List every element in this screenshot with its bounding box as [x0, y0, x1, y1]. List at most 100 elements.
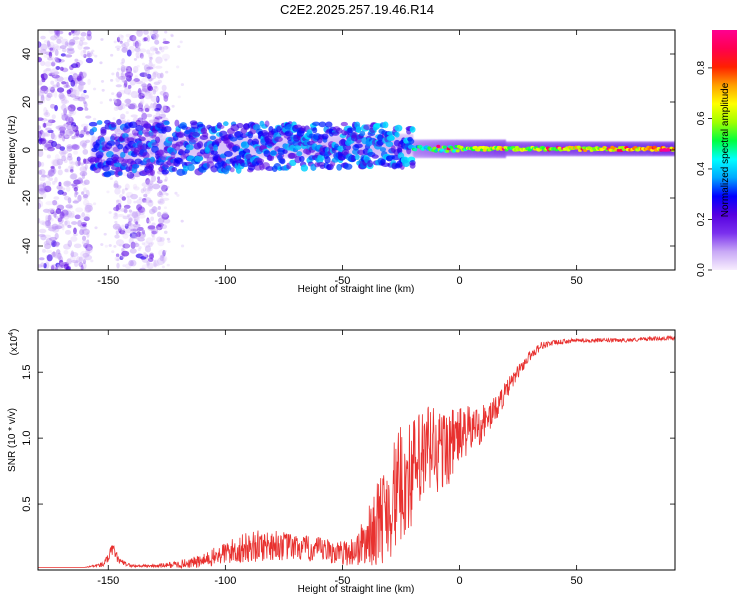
scatter-echo-blob: [126, 171, 135, 179]
scatter-echo-blob: [163, 178, 167, 182]
scatter-echo-blob: [156, 236, 163, 243]
scatter-echo-blob: [63, 114, 72, 118]
scatter-echo-blob: [81, 212, 86, 218]
trace-point: [110, 122, 117, 128]
scatter-echo-blob: [68, 165, 75, 169]
scatter-echo-blob: [136, 231, 142, 238]
scatter-echo-blob: [113, 99, 117, 102]
trace-point: [106, 140, 116, 146]
scatter-echo-blob: [50, 91, 54, 98]
trace-point: [296, 151, 303, 157]
trace-point: [236, 122, 244, 129]
chart-title: C2E2.2025.257.19.46.R14: [280, 2, 434, 17]
scatter-echo-blob: [124, 263, 132, 269]
scatter-echo-blob: [171, 104, 175, 108]
scatter-echo-blob: [130, 228, 139, 232]
scatter-echo-blob: [50, 140, 58, 148]
scatter-echo-blob: [82, 223, 87, 227]
scatter-echo-blob: [150, 95, 159, 103]
scatter-echo-blob: [123, 80, 128, 88]
scatter-echo-blob: [70, 79, 76, 87]
scatter-echo-blob: [113, 183, 119, 189]
scatter-echo-blob: [160, 72, 164, 79]
scatter-echo-blob: [154, 107, 161, 112]
scatter-echo-blob: [76, 75, 82, 81]
scatter-echo-blob: [156, 257, 165, 266]
scatter-echo-blob: [68, 130, 76, 135]
scatter-echo-blob: [42, 133, 49, 137]
trace-point: [459, 145, 464, 150]
scatter-echo-blob: [136, 30, 143, 37]
scatter-echo-blob: [144, 245, 151, 253]
trace-point: [350, 155, 357, 162]
scatter-echo-blob: [50, 209, 55, 215]
scatter-echo-blob: [66, 89, 72, 95]
scatter-echo-blob: [117, 125, 121, 133]
scatter-echo-blob: [55, 157, 60, 166]
scatter-echo-blob: [126, 49, 132, 57]
scatter-echo-blob: [162, 38, 167, 42]
scatter-echo-blob: [64, 129, 74, 137]
scatter-echo-blob: [141, 82, 147, 89]
trace-point: [95, 151, 104, 159]
scatter-echo-blob: [151, 85, 159, 93]
scatter-echo-blob: [63, 243, 71, 250]
scatter-echo-blob: [125, 66, 133, 74]
scatter-echo-blob: [38, 257, 45, 261]
scatter-echo-blob: [57, 169, 63, 176]
scatter-echo-blob: [88, 247, 92, 250]
scatter-echo-blob: [46, 174, 51, 179]
scatter-echo-blob: [47, 119, 53, 123]
scatter-echo-blob: [38, 228, 47, 234]
trace-point: [321, 133, 329, 140]
scatter-echo-blob: [51, 225, 60, 233]
trace-point: [284, 130, 294, 137]
scatter-echo-blob: [156, 179, 163, 184]
trace-point: [148, 131, 157, 139]
scatter-echo-blob: [57, 189, 64, 195]
scatter-echo-blob: [41, 174, 47, 178]
scatter-echo-blob: [145, 237, 153, 245]
scatter-echo-blob: [161, 184, 168, 192]
scatter-echo-blob: [81, 235, 87, 241]
scatter-echo-blob: [116, 199, 122, 206]
trace-point: [213, 144, 218, 152]
scatter-echo-blob: [80, 250, 88, 258]
scatter-echo-blob: [120, 62, 124, 65]
scatter-echo-blob: [134, 105, 139, 109]
scatter-echo-blob: [154, 65, 163, 69]
scatter-echo-blob: [39, 46, 43, 53]
scatter-echo-blob: [73, 179, 81, 185]
scatter-echo-blob: [60, 105, 66, 109]
scatter-echo-blob: [85, 133, 92, 137]
scatter-echo-blob: [79, 171, 88, 177]
scatter-echo-blob: [150, 77, 154, 81]
trace-point: [379, 147, 387, 152]
scatter-echo-blob: [152, 88, 157, 95]
scatter-echo-blob: [55, 36, 64, 40]
scatter-echo-blob: [152, 70, 158, 78]
trace-point: [100, 129, 107, 136]
trace-point: [132, 163, 140, 169]
scatter-echo-blob: [80, 162, 84, 166]
scatter-echo-blob: [38, 169, 43, 175]
scatter-echo-blob: [117, 67, 121, 71]
scatter-echo-blob: [127, 84, 132, 89]
scatter-echo-blob: [151, 222, 156, 227]
scatter-echo-blob: [54, 153, 60, 162]
scatter-echo-blob: [149, 46, 157, 52]
scatter-echo-blob: [120, 64, 126, 72]
scatter-echo-blob: [170, 33, 174, 37]
scatter-echo-blob: [61, 81, 67, 85]
trace-point: [135, 119, 142, 126]
scatter-echo-blob: [40, 234, 47, 241]
scatter-echo-blob: [133, 214, 139, 222]
trace-point: [240, 141, 250, 149]
scatter-echo-blob: [75, 207, 84, 213]
scatter-echo-blob: [59, 45, 67, 50]
scatter-echo-blob: [40, 60, 46, 66]
scatter-echo-blob: [142, 229, 146, 235]
scatter-echo-blob: [57, 264, 61, 268]
trace-point: [229, 136, 238, 142]
scatter-echo-blob: [166, 185, 170, 189]
